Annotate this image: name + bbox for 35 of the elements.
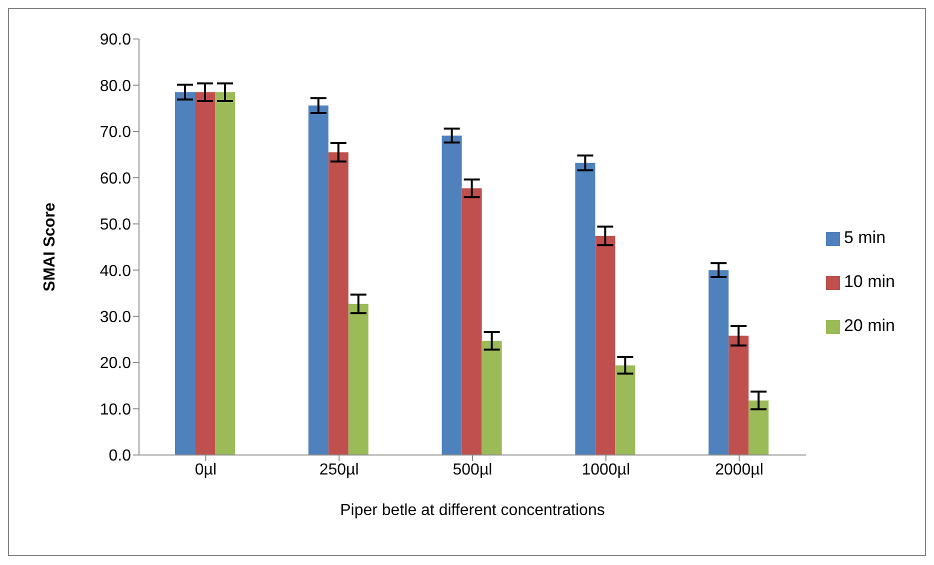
x-tick-label: 2000µl [715,461,764,478]
bar [482,340,502,455]
bar [708,270,729,455]
y-tick-label: 50.0 [100,216,132,234]
x-axis-title: Piper betle at different concentrations [340,502,605,519]
y-axis-title: SMAI Score [42,202,59,292]
bar [215,92,236,455]
legend-label: 10 min [844,272,895,291]
legend-label: 20 min [844,316,895,335]
y-tick-label: 20.0 [100,355,132,372]
bar [615,365,636,455]
bar [348,304,368,455]
x-tick-label: 1000µl [582,461,630,478]
bar [575,162,596,455]
x-tick-label: 250µl [319,461,359,478]
x-tick-label: 500µl [452,461,492,478]
x-tick-label: 0µl [194,461,217,478]
legend-label: 5 min [844,228,886,247]
y-tick-label: 40.0 [100,262,132,280]
bar [328,152,348,455]
bar [595,236,616,455]
bar [728,336,749,455]
y-tick-label: 10.0 [100,401,132,418]
bar [462,188,482,455]
bar [175,92,196,455]
bar [308,106,328,455]
y-tick-label: 60.0 [100,170,132,188]
y-tick-label: 70.0 [100,124,132,142]
y-tick-label: 30.0 [100,309,132,326]
y-tick-label: 0.0 [108,448,132,465]
y-tick-label: 80.0 [100,78,132,95]
bar [748,400,769,455]
y-tick-label: 90.0 [100,32,132,49]
bar [442,136,462,455]
bar [195,92,216,455]
